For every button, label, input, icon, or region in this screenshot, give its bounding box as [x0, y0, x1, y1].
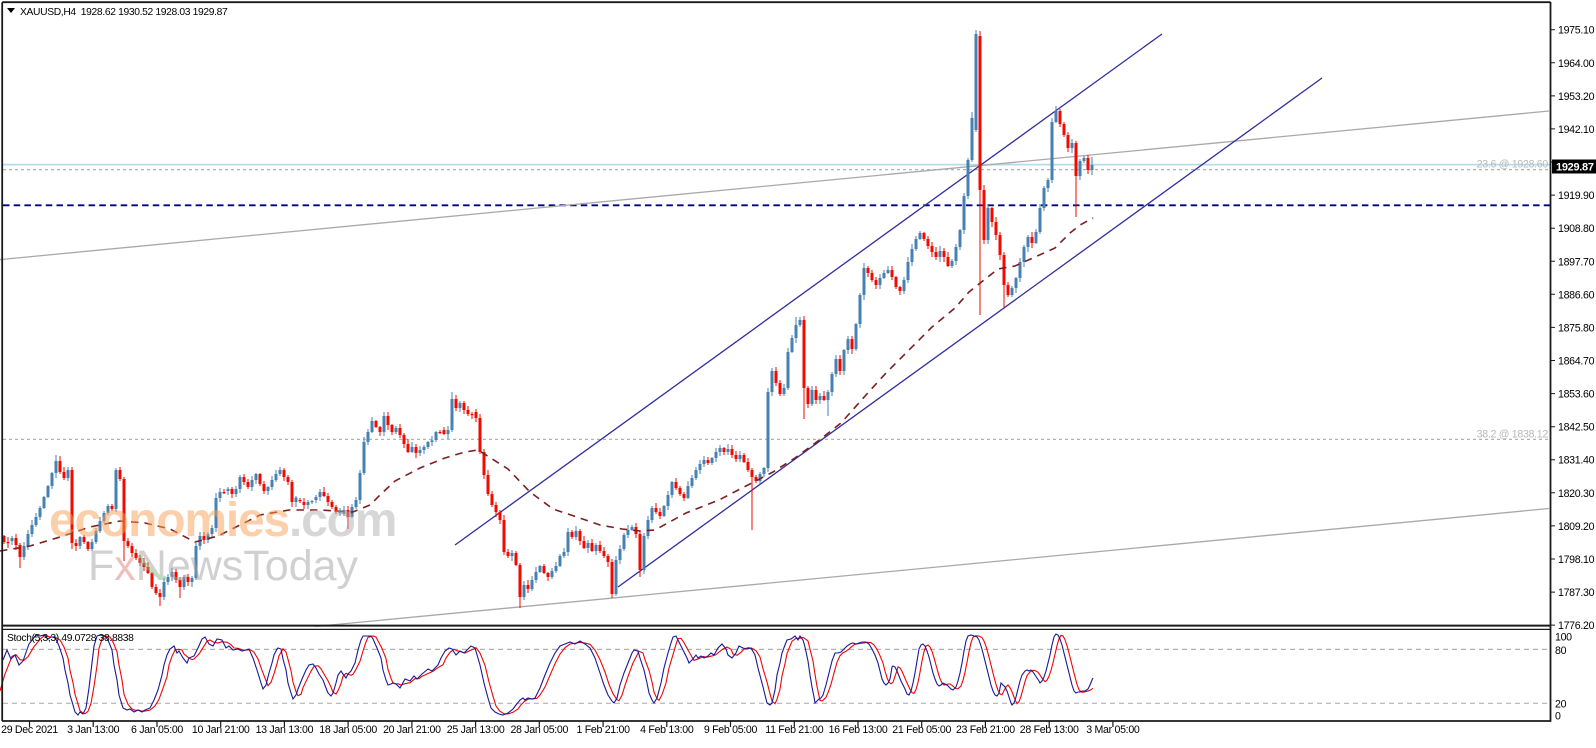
svg-text:1897.70: 1897.70	[1558, 256, 1595, 268]
svg-text:9 Feb 05:00: 9 Feb 05:00	[704, 724, 758, 736]
svg-text:FxNewsToday: FxNewsToday	[88, 542, 359, 590]
svg-text:28 Jan 05:00: 28 Jan 05:00	[510, 724, 568, 736]
svg-text:1787.30: 1787.30	[1558, 587, 1595, 599]
svg-text:1875.80: 1875.80	[1558, 322, 1595, 334]
svg-text:1831.40: 1831.40	[1558, 455, 1595, 467]
svg-text:1953.20: 1953.20	[1558, 91, 1595, 103]
svg-text:28 Feb 13:00: 28 Feb 13:00	[1020, 724, 1079, 736]
svg-text:23.6 @ 1928.60: 23.6 @ 1928.60	[1477, 159, 1549, 171]
svg-text:1798.10: 1798.10	[1558, 554, 1595, 566]
svg-text:10 Jan 21:00: 10 Jan 21:00	[192, 724, 250, 736]
svg-text:Stoch(5,3,3) 49.0728 38.8838: Stoch(5,3,3) 49.0728 38.8838	[7, 633, 134, 644]
svg-text:1776.20: 1776.20	[1558, 620, 1595, 632]
svg-text:100: 100	[1555, 632, 1572, 644]
svg-text:38.2 @ 1838.12: 38.2 @ 1838.12	[1477, 428, 1549, 440]
svg-text:3 Mar 05:00: 3 Mar 05:00	[1086, 724, 1140, 736]
svg-text:25 Jan 13:00: 25 Jan 13:00	[447, 724, 505, 736]
svg-text:1842.50: 1842.50	[1558, 422, 1595, 434]
svg-text:1809.20: 1809.20	[1558, 521, 1595, 533]
svg-text:1919.90: 1919.90	[1558, 190, 1595, 202]
svg-text:16 Feb 13:00: 16 Feb 13:00	[829, 724, 888, 736]
svg-text:3 Jan 13:00: 3 Jan 13:00	[67, 724, 119, 736]
svg-text:13 Jan 13:00: 13 Jan 13:00	[256, 724, 314, 736]
svg-text:20 Jan 21:00: 20 Jan 21:00	[383, 724, 441, 736]
svg-text:1853.60: 1853.60	[1558, 389, 1595, 401]
svg-text:4 Feb 13:00: 4 Feb 13:00	[640, 724, 694, 736]
svg-text:6 Jan 05:00: 6 Jan 05:00	[131, 724, 183, 736]
svg-text:0: 0	[1555, 711, 1561, 723]
svg-text:18 Jan 05:00: 18 Jan 05:00	[319, 724, 377, 736]
svg-text:1929.87: 1929.87	[1556, 162, 1594, 174]
svg-text:1 Feb 21:00: 1 Feb 21:00	[576, 724, 630, 736]
svg-text:11 Feb 21:00: 11 Feb 21:00	[765, 724, 823, 736]
svg-text:XAUUSD,H4 1928.62 1930.52 192: XAUUSD,H4 1928.62 1930.52 1928.03 1929.8…	[20, 7, 228, 18]
svg-text:1908.80: 1908.80	[1558, 223, 1595, 235]
svg-text:20: 20	[1555, 698, 1567, 710]
svg-text:1820.30: 1820.30	[1558, 488, 1595, 500]
svg-text:1886.60: 1886.60	[1558, 289, 1595, 301]
svg-text:29 Dec 2021: 29 Dec 2021	[1, 724, 58, 736]
svg-text:economies.com: economies.com	[49, 494, 396, 547]
svg-text:80: 80	[1555, 645, 1567, 657]
svg-text:23 Feb 21:00: 23 Feb 21:00	[956, 724, 1015, 736]
svg-text:1964.00: 1964.00	[1558, 58, 1595, 70]
svg-text:1975.10: 1975.10	[1558, 25, 1595, 37]
svg-text:1864.70: 1864.70	[1558, 356, 1595, 368]
svg-text:21 Feb 05:00: 21 Feb 05:00	[892, 724, 951, 736]
svg-text:1942.10: 1942.10	[1558, 124, 1595, 136]
